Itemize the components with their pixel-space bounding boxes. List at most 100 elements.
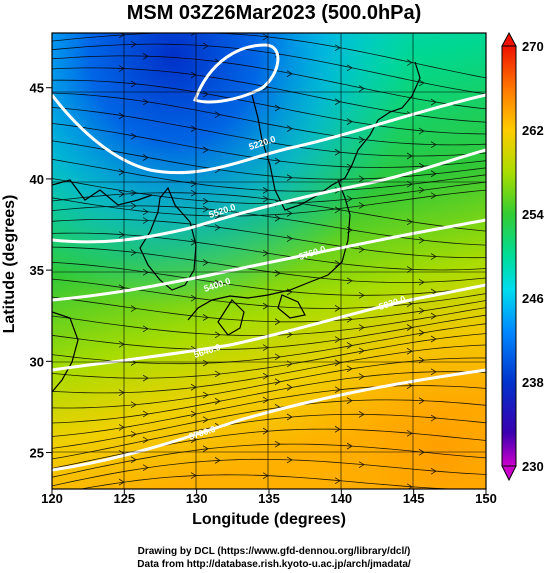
temperature-field <box>52 33 486 489</box>
streamline-arrow <box>418 127 425 135</box>
colorbar-min-arrow <box>501 465 517 482</box>
streamline-arrow <box>286 70 293 78</box>
colorbar-tick-label: 262 <box>522 123 544 138</box>
streamline-arrow <box>418 307 425 315</box>
streamline-arrow <box>142 217 149 224</box>
streamline <box>52 189 486 217</box>
streamline <box>52 333 486 379</box>
streamline-arrow <box>202 146 209 154</box>
streamline-arrow <box>358 175 365 183</box>
streamline-arrow <box>430 170 437 178</box>
streamline-arrow <box>130 456 137 464</box>
credit-data-source: Data from http://database.rish.kyoto-u.a… <box>137 559 411 570</box>
streamline-arrow <box>130 40 137 48</box>
streamline-arrow <box>142 436 149 444</box>
streamline-arrow <box>430 414 437 422</box>
streamline-arrow <box>346 442 353 450</box>
streamline-arrow <box>358 85 365 92</box>
streamline-arrow <box>334 336 341 343</box>
streamline-arrow <box>274 157 281 165</box>
streamline-arrow <box>286 125 293 132</box>
x-tick-label: 130 <box>186 491 208 506</box>
colorbar-max-arrow <box>501 31 517 47</box>
streamline <box>52 458 486 487</box>
streamline-arrow <box>142 268 149 276</box>
streamline-arrow <box>346 64 353 72</box>
streamline <box>52 178 486 204</box>
streamline-arrow <box>406 382 413 389</box>
streamline-arrow <box>130 249 137 256</box>
streamline-arrow <box>346 195 353 203</box>
streamline-arrow <box>334 386 341 394</box>
streamline-arrow <box>430 98 437 106</box>
streamline-arrow <box>274 104 281 112</box>
streamline-arrow <box>346 342 353 349</box>
streamline-arrow <box>418 186 425 194</box>
streamline-arrow <box>346 163 353 171</box>
streamline-arrow <box>406 266 413 273</box>
streamline-arrow <box>418 79 425 87</box>
streamline-arrow <box>142 208 149 216</box>
streamline-arrow <box>286 210 293 217</box>
streamline <box>52 79 486 135</box>
streamline-arrow <box>430 368 437 376</box>
y-tick-labels: 25 30 35 40 45 <box>30 81 52 461</box>
x-tick-label: 145 <box>403 491 425 506</box>
streamline-arrow <box>334 206 341 214</box>
y-tick-label: 30 <box>30 354 44 369</box>
streamline-arrow <box>346 397 353 404</box>
streamline-arrow <box>406 218 413 226</box>
streamline-arrow <box>358 461 365 469</box>
streamline-arrow <box>358 292 365 299</box>
colorbar-tick-label: 270 <box>522 39 544 54</box>
streamline-arrow <box>274 440 281 448</box>
streamline-arrow <box>406 324 413 331</box>
streamline-arrow <box>406 429 413 437</box>
streamline <box>52 92 486 146</box>
streamline-arrow <box>202 205 209 213</box>
streamline <box>52 43 486 95</box>
streamline-arrow <box>214 212 221 220</box>
streamline <box>52 55 486 110</box>
streamline <box>52 261 486 296</box>
streamline-arrow <box>202 416 209 424</box>
streamline-arrow <box>406 347 413 355</box>
colorbar-tick-label: 254 <box>522 207 544 222</box>
colorbar-tick-labels: 230 238 246 254 262 270 <box>522 39 544 474</box>
streamline <box>52 140 486 180</box>
streamline <box>52 357 486 409</box>
streamline-arrow <box>274 318 281 326</box>
streamline-arrow <box>142 325 149 333</box>
streamline-arrow <box>346 365 353 373</box>
y-axis-label: Latitude (degrees) <box>1 194 18 334</box>
streamline-arrow <box>142 410 149 418</box>
colorbar-tick-label: 230 <box>522 459 544 474</box>
y-tick-label: 35 <box>30 263 44 278</box>
streamline-arrow <box>274 353 281 361</box>
streamline <box>52 123 486 168</box>
streamline-arrow <box>286 413 293 421</box>
streamline-arrow <box>130 202 137 210</box>
streamline-arrow <box>358 373 365 380</box>
x-tick-label: 120 <box>41 491 63 506</box>
streamline-arrow <box>430 335 437 343</box>
streamline-arrow <box>214 279 221 287</box>
streamline-arrow <box>214 331 221 339</box>
streamline-arrow <box>214 370 221 378</box>
streamline-arrow <box>142 374 149 382</box>
x-tick-labels: 120 125 130 135 140 145 150 <box>41 489 497 506</box>
streamline <box>52 371 486 424</box>
streamline-arrow <box>130 132 137 140</box>
streamline <box>52 443 486 478</box>
streamline-arrow <box>286 384 293 391</box>
streamline-arrow <box>418 278 425 286</box>
colorbar-tick-label: 238 <box>522 375 544 390</box>
graticule <box>52 33 486 489</box>
streamline-arrow <box>334 148 341 156</box>
streamline-arrow <box>202 314 209 321</box>
streamline-arrow <box>346 118 353 125</box>
y-tick-label: 45 <box>30 81 44 96</box>
colorbar-tick-label: 246 <box>522 291 544 306</box>
streamline-arrow <box>142 98 149 106</box>
